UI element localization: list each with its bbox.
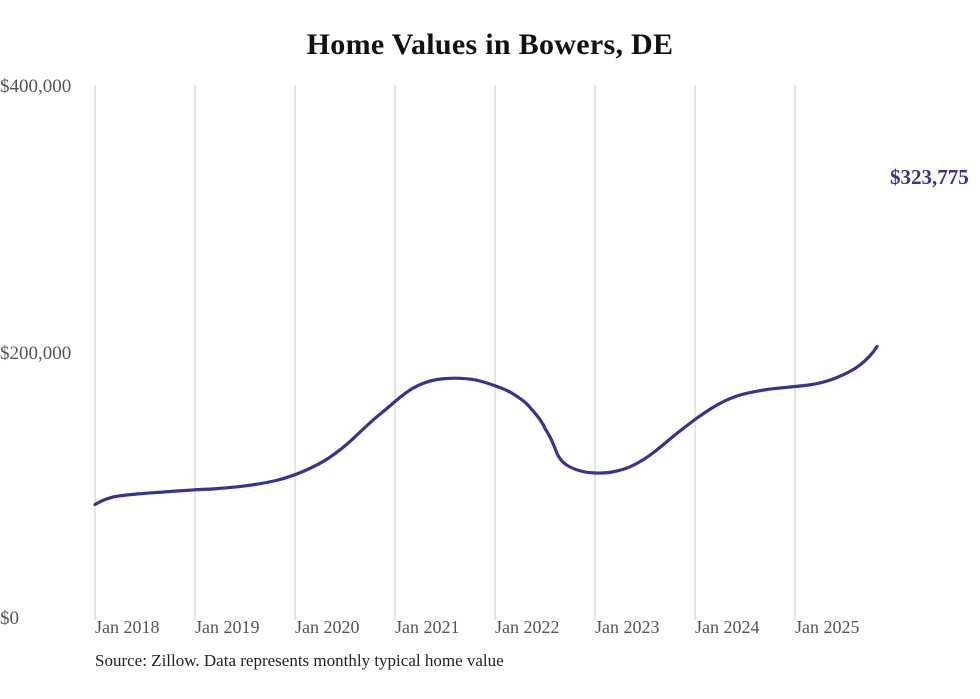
ytick-200000: $200,000 — [0, 343, 71, 365]
ytick-0: $0 — [0, 608, 19, 630]
xtick-jan2018: Jan 2018 — [95, 617, 160, 638]
source-caption: Source: Zillow. Data represents monthly … — [95, 651, 504, 671]
xtick-jan2021: Jan 2021 — [395, 617, 460, 638]
chart-container: Home Values in Bowers, DE $400,000 $200,… — [0, 0, 980, 699]
chart-svg — [95, 85, 895, 620]
xtick-jan2025: Jan 2025 — [795, 617, 860, 638]
xtick-jan2019: Jan 2019 — [195, 617, 260, 638]
home-value-line[interactable] — [95, 347, 877, 505]
xtick-jan2023: Jan 2023 — [595, 617, 660, 638]
xtick-jan2024: Jan 2024 — [695, 617, 760, 638]
xtick-jan2020: Jan 2020 — [295, 617, 360, 638]
xtick-jan2022: Jan 2022 — [495, 617, 560, 638]
end-value-label: $323,775 — [890, 165, 969, 190]
chart-title: Home Values in Bowers, DE — [0, 28, 980, 62]
ytick-400000: $400,000 — [0, 76, 71, 98]
plot-area — [95, 85, 895, 620]
